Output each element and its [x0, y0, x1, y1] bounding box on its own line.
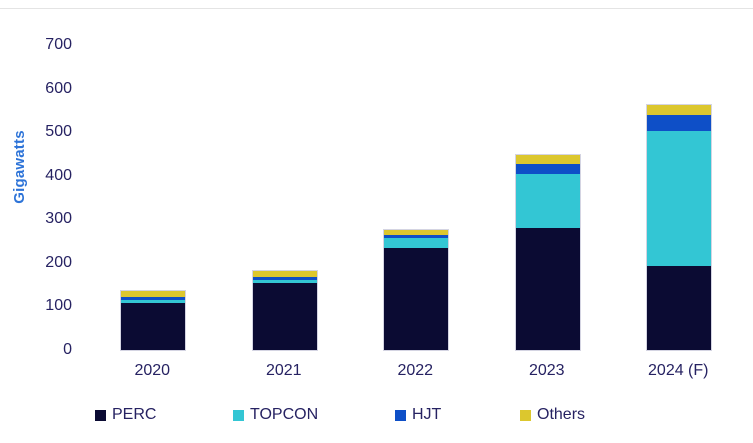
legend-swatch-topcon	[233, 409, 244, 421]
legend-item-hjt: HJT	[395, 405, 441, 425]
bar-2021	[251, 269, 318, 351]
bar-2020	[120, 289, 187, 351]
y-tick-label-700: 700	[45, 36, 72, 54]
bar-segment-2023-perc	[515, 228, 580, 350]
bar-segment-2020-others	[121, 290, 186, 298]
bar-segment-2021-others	[252, 270, 317, 278]
y-tick-label-400: 400	[45, 166, 72, 184]
bar-segment-2023-hjt	[515, 164, 580, 174]
bar-segment-2021-topcon	[252, 280, 317, 284]
legend-label-topcon: TOPCON	[250, 406, 319, 423]
bar-segment-2024-f-topcon	[647, 130, 712, 267]
legend-label-others: Others	[537, 406, 586, 423]
bar-segment-2021-hjt	[252, 277, 317, 281]
bar-segment-2020-hjt	[121, 297, 186, 300]
y-tick-label-100: 100	[45, 297, 72, 315]
bar-segment-2022-hjt	[384, 235, 449, 238]
y-tick-label-300: 300	[45, 210, 72, 228]
bar-2023	[514, 154, 581, 351]
x-axis-label-2021: 2021	[265, 362, 302, 379]
y-tick-label-0: 0	[63, 341, 72, 358]
legend-item-topcon: TOPCON	[233, 405, 318, 425]
top-border-line	[0, 8, 753, 9]
bar-segment-2022-topcon	[384, 237, 449, 248]
x-axis-label-2020: 2020	[134, 362, 171, 379]
bar-segment-2024-f-others	[647, 104, 712, 115]
bar-segment-2022-perc	[384, 247, 449, 350]
legend-swatch-perc	[95, 409, 106, 421]
bar-2022	[383, 229, 450, 351]
bar-segment-2020-perc	[121, 302, 186, 350]
bar-segment-2024-f-hjt	[647, 114, 712, 131]
legend-label-hjt: HJT	[412, 406, 442, 423]
legend-item-perc: PERC	[95, 405, 156, 425]
bar-segment-2021-perc	[252, 283, 317, 350]
bar-segment-2024-f-perc	[647, 266, 712, 350]
x-axis-label-2022: 2022	[397, 362, 434, 379]
bar-segment-2022-others	[384, 230, 449, 236]
legend-item-others: Others	[520, 405, 585, 425]
x-axis-label-2023: 2023	[528, 362, 565, 379]
bar-segment-2023-others	[515, 155, 580, 165]
bar-segment-2023-topcon	[515, 173, 580, 229]
legend-swatch-hjt	[395, 409, 406, 421]
y-tick-label-500: 500	[45, 123, 72, 141]
legend-label-perc: PERC	[112, 406, 157, 423]
legend-swatch-others	[520, 409, 531, 421]
y-tick-label-200: 200	[45, 253, 72, 271]
bar-segment-2020-topcon	[121, 299, 186, 303]
x-axis-label-2024-f: 2024 (F)	[648, 362, 709, 379]
bar-2024-f	[646, 103, 713, 351]
y-tick-label-600: 600	[45, 79, 72, 97]
